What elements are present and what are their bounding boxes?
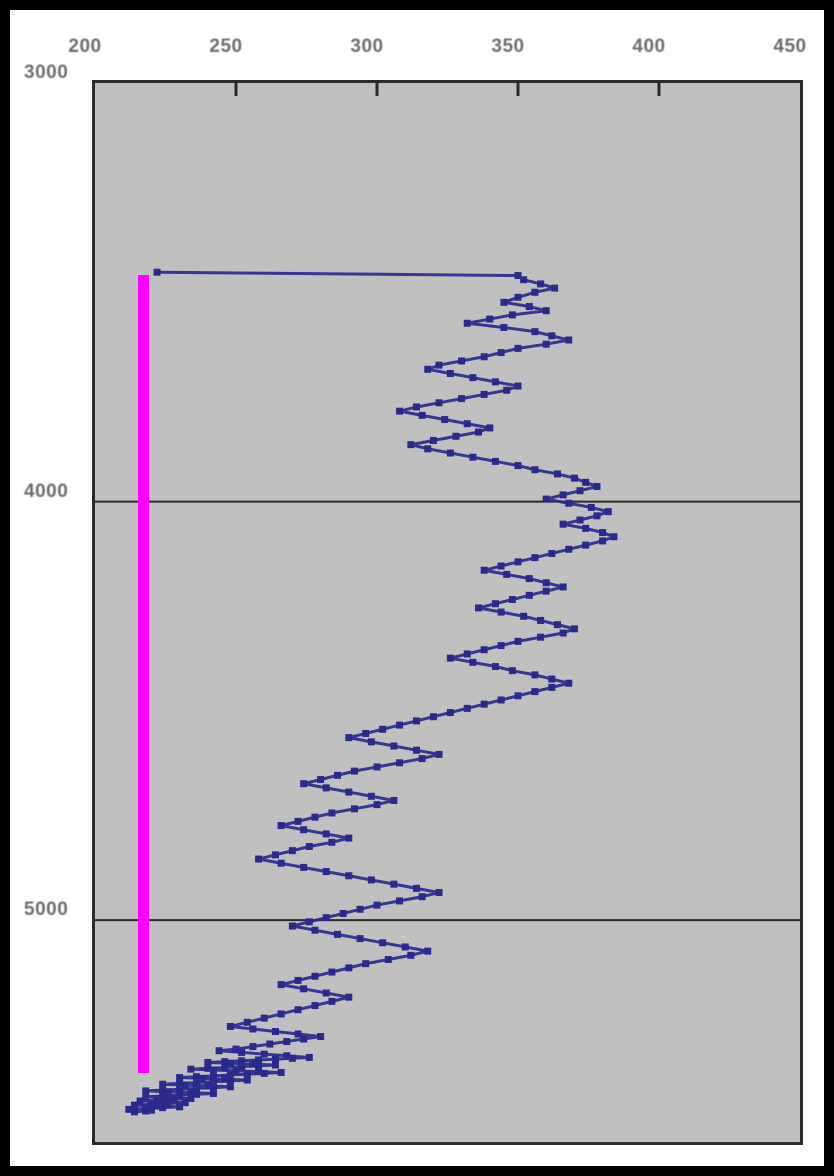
y-tick-label-4000: 4000: [24, 480, 69, 502]
well-log-markers: [125, 268, 618, 1116]
x-tick-label-400: 400: [632, 36, 666, 57]
well-log-trace-svg: [95, 83, 800, 1116]
x-tick-label-450: 450: [773, 36, 807, 57]
x-tick-label-350: 350: [491, 36, 525, 57]
x-tick-label-250: 250: [209, 36, 243, 57]
plot-area: [92, 80, 803, 1145]
magenta-interval-bar: [137, 275, 149, 1073]
y-tick-label-3000: 3000: [24, 62, 69, 83]
y-tick-label-5000: 5000: [24, 899, 69, 921]
figure-page: 200 250 300 350 400 450 3000 4000 5000: [10, 10, 824, 1166]
x-tick-label-200: 200: [68, 36, 102, 57]
x-tick-label-300: 300: [350, 36, 384, 57]
well-log-polyline: [127, 270, 616, 1114]
